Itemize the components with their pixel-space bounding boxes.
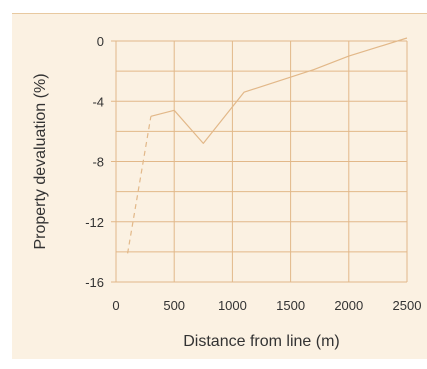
series-group bbox=[127, 37, 408, 254]
y-tick-label: 0 bbox=[97, 34, 104, 49]
grid bbox=[115, 40, 408, 283]
x-tick-label: 2500 bbox=[393, 298, 422, 313]
axes bbox=[111, 40, 407, 283]
y-axis-label: Property devaluation (%) bbox=[32, 73, 49, 249]
x-tick-label: 2000 bbox=[334, 298, 363, 313]
x-tick-label: 1500 bbox=[276, 298, 305, 313]
x-tick-label: 0 bbox=[112, 298, 119, 313]
x-tick-label: 500 bbox=[163, 298, 185, 313]
y-tick-label: -8 bbox=[92, 155, 104, 170]
series-line-solid bbox=[150, 37, 408, 144]
tick-labels: 0 500 1000 1500 2000 2500 0 -4 -8 -12 -16 bbox=[85, 34, 421, 313]
series-line-dashed bbox=[127, 116, 152, 254]
y-tick-label: -4 bbox=[92, 94, 104, 109]
x-axis-label: Distance from line (m) bbox=[183, 333, 339, 350]
x-tick-label: 1000 bbox=[218, 298, 247, 313]
panel-top-border bbox=[12, 13, 427, 14]
y-tick-label: -12 bbox=[85, 215, 104, 230]
y-tick-label: -16 bbox=[85, 275, 104, 290]
